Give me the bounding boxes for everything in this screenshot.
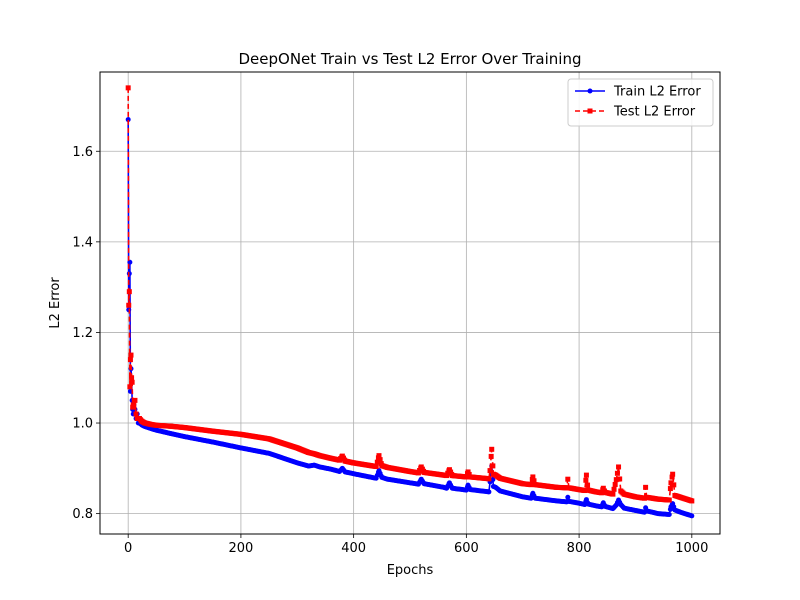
data-point <box>488 453 494 459</box>
data-point <box>640 495 646 501</box>
y-tick-label: 1.2 <box>72 326 93 341</box>
data-point <box>609 491 615 497</box>
legend-marker <box>587 108 593 114</box>
legend: Train L2 Error Test L2 Error <box>567 78 714 127</box>
data-point <box>133 411 139 417</box>
legend-label: Train L2 Error <box>613 85 701 100</box>
data-point <box>670 471 676 477</box>
x-tick-label: 1000 <box>675 541 708 556</box>
y-tick-label: 1.6 <box>72 145 93 160</box>
data-point <box>374 459 380 465</box>
data-point <box>583 477 589 483</box>
data-point <box>127 259 133 265</box>
plot-frame <box>99 71 721 535</box>
data-point <box>129 379 135 385</box>
data-point <box>583 472 589 478</box>
legend-label: Test L2 Error <box>613 105 696 120</box>
data-point <box>490 477 496 483</box>
data-point <box>688 513 694 519</box>
data-point <box>563 499 569 505</box>
data-point <box>377 457 383 463</box>
data-point <box>127 384 133 390</box>
data-point <box>487 468 493 474</box>
data-point <box>563 485 569 491</box>
data-point <box>126 289 132 295</box>
data-point <box>463 474 469 480</box>
data-point <box>688 498 694 504</box>
y-tick-label: 1.0 <box>72 417 93 432</box>
data-point <box>669 474 675 480</box>
data-point <box>490 463 496 469</box>
data-point <box>132 397 138 403</box>
data-point <box>611 486 617 492</box>
chart-title: DeepONet Train vs Test L2 Error Over Tra… <box>239 50 582 68</box>
x-axis-label: Epochs <box>387 563 434 578</box>
data-point <box>614 470 620 476</box>
data-point <box>485 489 491 495</box>
x-tick-label: 0 <box>124 541 132 556</box>
data-point <box>372 463 378 469</box>
data-point <box>671 504 677 510</box>
x-tick-label: 800 <box>567 541 592 556</box>
data-point <box>485 476 491 482</box>
data-point <box>616 464 622 470</box>
x-tick-label: 600 <box>454 541 479 556</box>
data-point <box>671 482 677 488</box>
data-point <box>665 511 671 517</box>
axis-ticks: 0 200 400 600 800 1000 0.8 1.0 1.2 1.4 1.6 <box>72 145 708 556</box>
data-point <box>125 117 131 123</box>
data-point <box>528 482 534 488</box>
data-point <box>129 375 135 381</box>
y-tick-label: 0.8 <box>72 507 93 522</box>
data-point <box>565 476 571 482</box>
x-tick-label: 400 <box>341 541 366 556</box>
data-point <box>581 487 587 493</box>
y-axis-label: L2 Error <box>48 277 63 329</box>
data-point <box>598 490 604 496</box>
data-point <box>128 352 134 358</box>
data-point <box>131 402 137 408</box>
legend-entries: Train L2 Error Test L2 Error <box>575 85 701 120</box>
data-point <box>125 85 131 91</box>
grid-lines <box>100 72 720 534</box>
data-point <box>665 497 671 503</box>
data-point <box>489 446 495 452</box>
data-point <box>667 486 673 492</box>
series-test <box>125 85 695 504</box>
data-point <box>612 503 618 509</box>
x-tick-label: 200 <box>228 541 253 556</box>
data-point <box>530 474 536 480</box>
data-point <box>613 477 619 483</box>
y-tick-label: 1.4 <box>72 235 93 250</box>
series-train <box>125 117 695 519</box>
data-point <box>126 302 132 308</box>
data-point <box>640 509 646 515</box>
series-group <box>125 85 695 519</box>
data-point <box>531 478 537 484</box>
data-point <box>667 506 673 512</box>
data-point <box>612 481 618 487</box>
legend-marker <box>587 88 593 94</box>
data-point <box>617 476 623 482</box>
data-point <box>127 357 133 363</box>
data-point <box>466 471 472 477</box>
data-point <box>643 484 649 490</box>
data-point <box>565 494 571 500</box>
data-point <box>668 480 674 486</box>
data-point <box>585 482 591 488</box>
